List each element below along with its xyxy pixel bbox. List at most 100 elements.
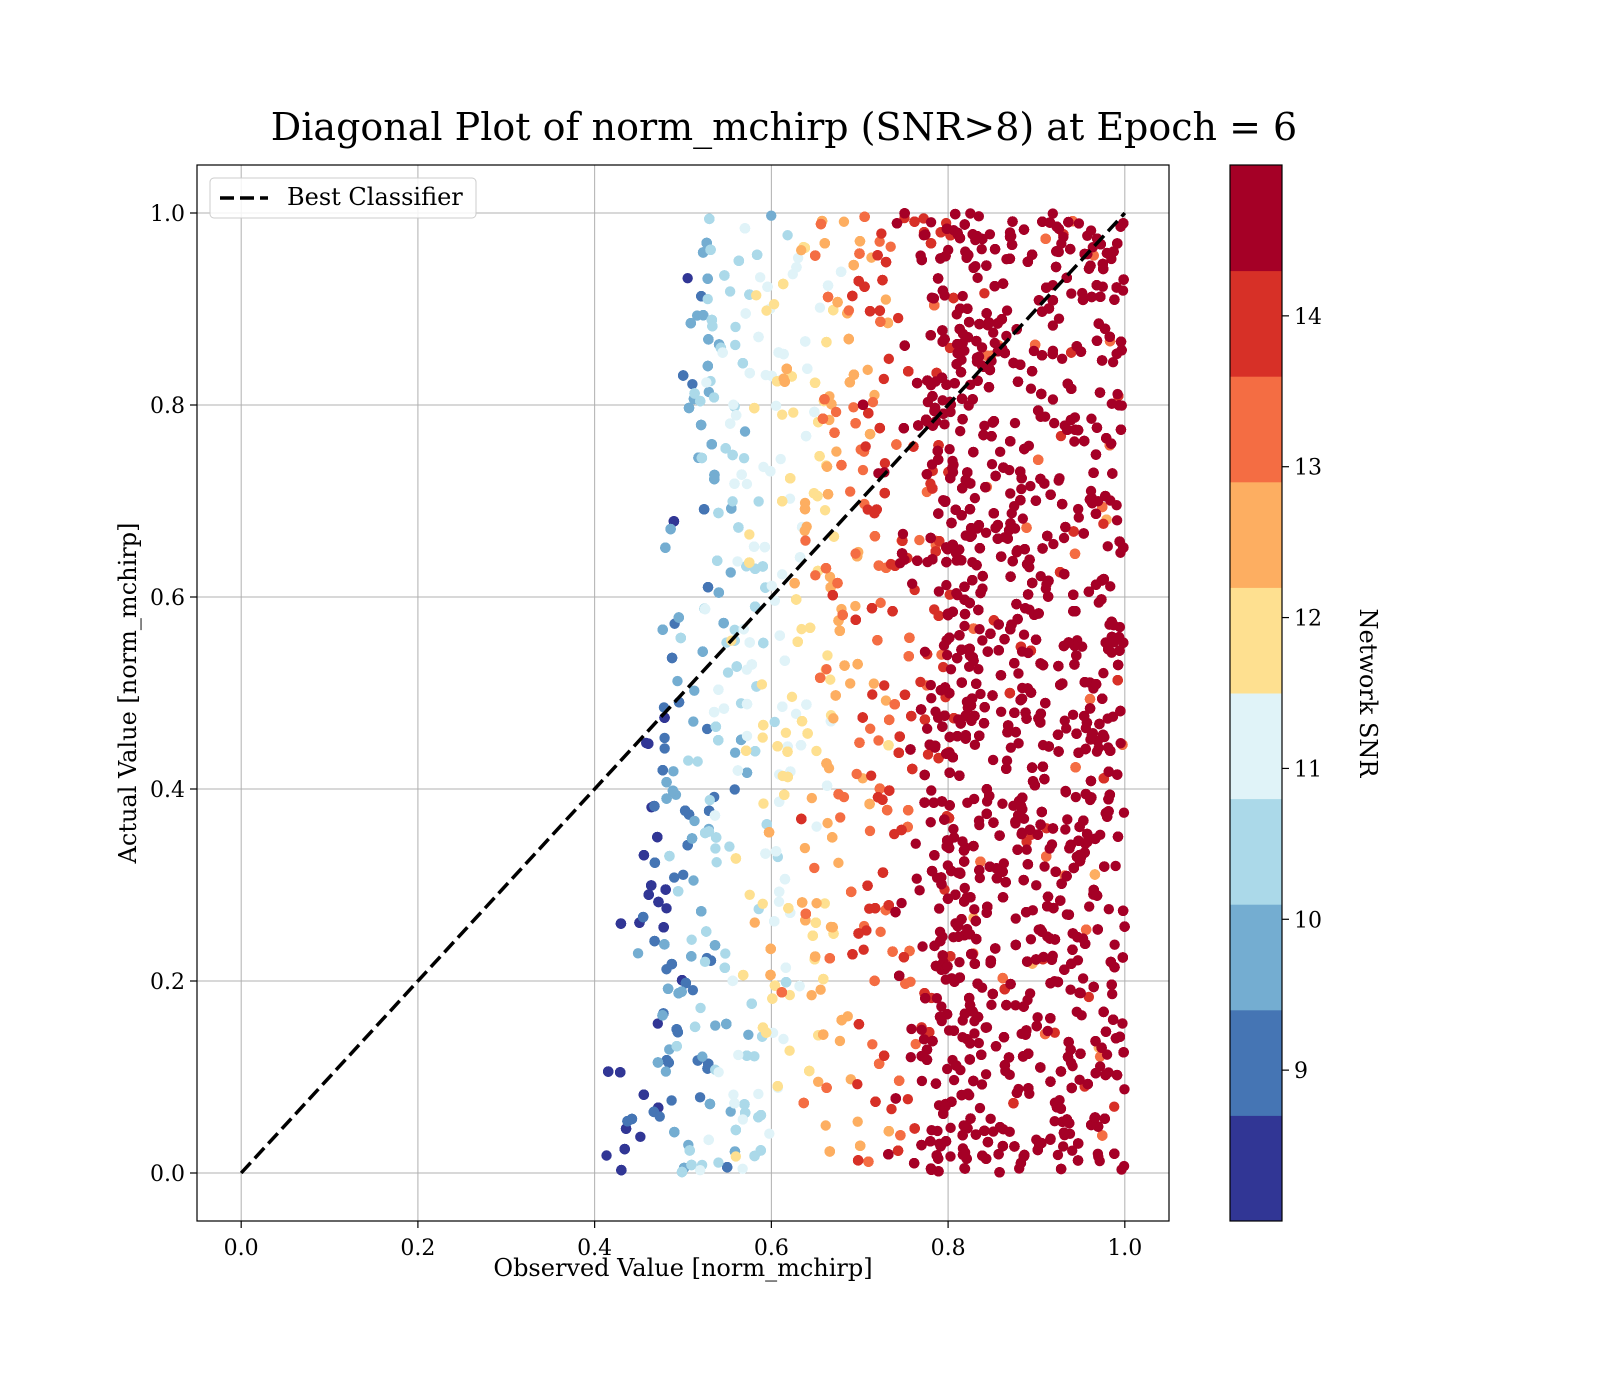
- scatter-point: [773, 886, 785, 898]
- scatter-point: [1091, 422, 1103, 433]
- scatter-point: [741, 698, 753, 710]
- scatter-point: [727, 496, 738, 507]
- scatter-point: [769, 916, 780, 927]
- scatter-point: [906, 1023, 917, 1035]
- scatter-point: [672, 675, 683, 687]
- scatter-point: [660, 542, 671, 553]
- scatter-point: [1085, 734, 1096, 745]
- scatter-point: [814, 451, 825, 462]
- scatter-point: [757, 732, 768, 743]
- scatter-point: [802, 363, 813, 374]
- grid-lines: [197, 165, 1169, 1221]
- scatter-point: [776, 569, 788, 580]
- scatter-point: [758, 461, 769, 473]
- scatter-point: [730, 339, 741, 351]
- scatter-point: [885, 241, 896, 252]
- scatter-point: [1033, 608, 1044, 619]
- scatter-point: [695, 1002, 706, 1014]
- scatter-point: [737, 358, 749, 369]
- scatter-point: [1055, 430, 1067, 442]
- scatter-point: [728, 399, 739, 410]
- scatter-point: [891, 218, 903, 229]
- scatter-point: [883, 1126, 895, 1137]
- scatter-point: [1031, 880, 1042, 891]
- scatter-point: [766, 210, 777, 221]
- scatter-point: [852, 658, 863, 670]
- scatter-point: [731, 661, 742, 672]
- scatter-point: [657, 624, 668, 635]
- scatter-point: [874, 783, 886, 794]
- scatter-point: [1026, 762, 1038, 773]
- scatter-point: [1074, 987, 1085, 999]
- scatter-point: [1042, 891, 1054, 902]
- scatter-point: [1007, 555, 1018, 567]
- scatter-point: [708, 706, 720, 718]
- scatter-point: [1068, 606, 1079, 617]
- scatter-point: [1017, 792, 1028, 803]
- scatter-point: [778, 1033, 789, 1045]
- scatter-point: [1001, 755, 1013, 766]
- scatter-point: [744, 557, 755, 568]
- scatter-point: [877, 794, 888, 805]
- scatter-point: [1026, 366, 1038, 377]
- scatter-point: [1032, 454, 1044, 466]
- scatter-point: [1005, 518, 1016, 529]
- scatter-point: [875, 926, 886, 938]
- scatter-point: [707, 321, 718, 332]
- scatter-point: [890, 1093, 901, 1104]
- scatter-point: [959, 882, 970, 894]
- scatter-point: [689, 388, 700, 399]
- scatter-point: [970, 1129, 982, 1140]
- scatter-point: [1009, 658, 1020, 669]
- scatter-point: [1105, 495, 1116, 506]
- scatter-point: [704, 1098, 716, 1110]
- scatter-point: [810, 917, 822, 928]
- scatter-point: [1063, 216, 1074, 228]
- scatter-point: [765, 969, 776, 981]
- scatter-point: [1036, 1137, 1047, 1149]
- scatter-point: [784, 989, 795, 1001]
- scatter-point: [1086, 413, 1097, 424]
- scatter-point: [1056, 498, 1068, 510]
- scatter-point: [722, 1161, 733, 1173]
- scatter-point: [753, 496, 764, 507]
- scatter-point: [770, 400, 782, 412]
- scatter-point: [672, 886, 684, 897]
- scatter-point: [864, 798, 875, 810]
- scatter-point: [702, 273, 713, 284]
- scatter-point: [977, 1150, 988, 1161]
- scatter-point: [722, 667, 734, 678]
- scatter-points: [601, 208, 1130, 1178]
- scatter-point: [835, 812, 846, 823]
- scatter-point: [698, 310, 709, 321]
- scatter-point: [903, 366, 914, 377]
- scatter-point: [850, 418, 861, 429]
- scatter-point: [821, 664, 832, 675]
- scatter-point: [986, 458, 998, 470]
- scatter-point: [858, 944, 869, 955]
- scatter-point: [979, 701, 990, 713]
- scatter-point: [873, 735, 884, 746]
- scatter-point: [873, 1058, 885, 1069]
- scatter-point: [732, 556, 743, 567]
- scatter-point: [880, 294, 892, 305]
- scatter-point: [978, 718, 990, 729]
- scatter-point: [1016, 483, 1027, 495]
- scatter-point: [761, 305, 772, 316]
- scatter-point: [1011, 598, 1022, 610]
- scatter-point: [868, 678, 880, 689]
- scatter-point: [985, 1113, 996, 1125]
- scatter-point: [1066, 1082, 1077, 1094]
- scatter-point: [853, 1019, 865, 1030]
- scatter-point: [1094, 829, 1106, 841]
- scatter-point: [741, 730, 753, 742]
- scatter-point: [881, 804, 893, 816]
- scatter-point: [686, 951, 697, 962]
- scatter-point: [718, 703, 730, 714]
- scatter-point: [652, 1057, 664, 1068]
- scatter-point: [862, 880, 873, 891]
- scatter-point: [853, 275, 864, 287]
- scatter-point: [836, 459, 847, 471]
- scatter-point: [1102, 541, 1113, 552]
- scatter-point: [879, 680, 890, 691]
